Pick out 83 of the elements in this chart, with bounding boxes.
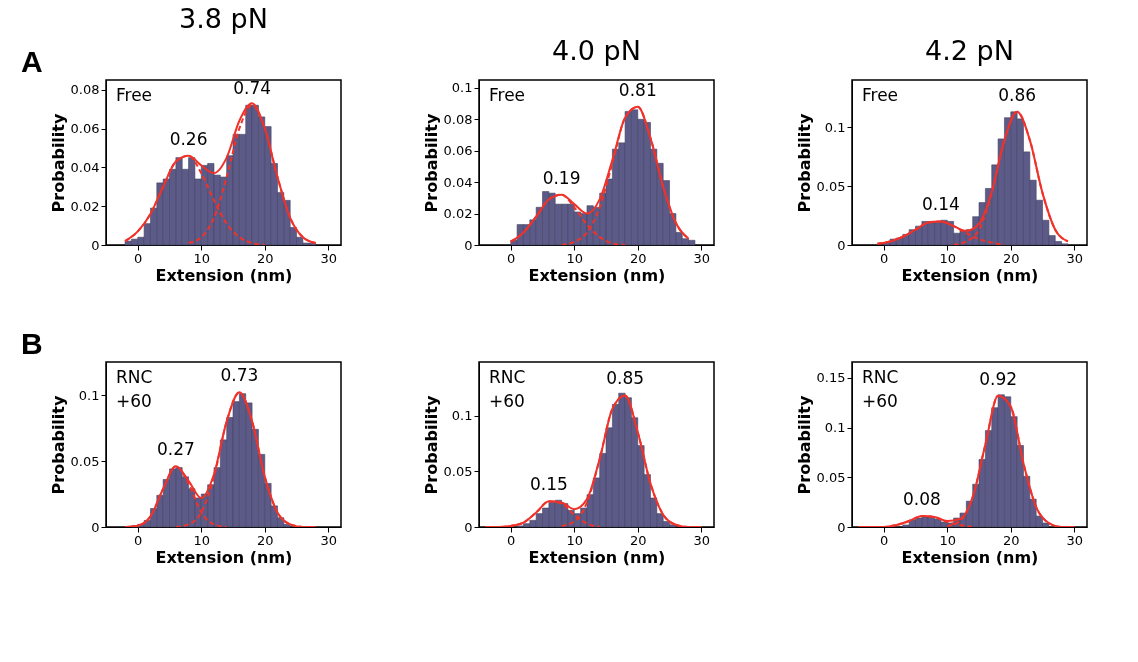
x-axis-title: Extension (nm) — [155, 547, 293, 567]
annotation: 0.14 — [921, 194, 960, 215]
text: B — [21, 327, 43, 360]
annotation: RNC +60 — [116, 367, 153, 411]
y-tick-label: 0.1 — [451, 408, 473, 424]
chart-title: 3.8 pN — [179, 3, 268, 34]
y-tick-label: 0.05 — [816, 178, 846, 194]
x-axis-title: Extension (nm) — [155, 265, 293, 285]
annotation: RNC +60 — [489, 367, 526, 411]
x-tick-label: 0 — [880, 532, 889, 548]
x-tick-label: 20 — [1003, 532, 1020, 548]
x-tick-label: 30 — [1066, 250, 1084, 266]
x-tick-label: 10 — [193, 250, 211, 266]
y-tick-label: 0.05 — [443, 463, 473, 479]
x-tick-label: 0 — [880, 250, 889, 266]
y-axis-title: Probability — [48, 395, 68, 495]
y-tick-label: 0.05 — [70, 453, 100, 469]
x-tick-label: 20 — [630, 532, 647, 548]
annotation: 0.27 — [156, 439, 195, 460]
annotation: 0.86 — [998, 84, 1037, 105]
annotation: 0.15 — [529, 474, 568, 495]
x-tick-label: 0 — [134, 250, 143, 266]
y-tick-label: 0.1 — [824, 119, 846, 135]
x-tick-label: 10 — [566, 532, 584, 548]
x-axis-title: Extension (nm) — [528, 547, 666, 567]
y-tick-label: 0.04 — [70, 159, 100, 175]
chart-title: 4.2 pN — [925, 35, 1014, 66]
text: A — [21, 45, 43, 78]
x-tick-label: 30 — [693, 532, 711, 548]
x-tick-label: 20 — [257, 250, 274, 266]
x-tick-label: 30 — [320, 250, 338, 266]
y-tick-label: 0.02 — [70, 198, 100, 214]
annotation: 0.73 — [220, 365, 259, 386]
x-tick-label: 20 — [630, 250, 647, 266]
x-tick-label: 20 — [1003, 250, 1020, 266]
y-tick-label: 0.1 — [824, 420, 846, 436]
y-tick-label: 0.06 — [70, 121, 100, 137]
annotation: 0.26 — [169, 128, 208, 149]
y-tick-label: 0 — [91, 519, 100, 535]
annotation: 0.92 — [979, 368, 1018, 389]
y-tick-label: 0.15 — [816, 370, 846, 386]
y-tick-label: 0.08 — [443, 111, 473, 127]
y-tick-label: 0 — [464, 519, 473, 535]
annotation: 0.08 — [902, 489, 941, 510]
y-tick-label: 0.1 — [78, 387, 100, 403]
y-tick-label: 0.02 — [443, 206, 473, 222]
x-tick-label: 0 — [507, 532, 516, 548]
x-tick-label: 20 — [257, 532, 274, 548]
chart-title: 4.0 pN — [552, 35, 641, 66]
x-axis-title: Extension (nm) — [528, 265, 666, 285]
x-tick-label: 30 — [693, 250, 711, 266]
x-tick-label: 10 — [939, 250, 957, 266]
x-tick-label: 0 — [507, 250, 516, 266]
annotation: Free — [116, 85, 153, 105]
y-tick-label: 0.05 — [816, 469, 846, 485]
x-tick-label: 10 — [566, 250, 584, 266]
y-tick-label: 0 — [91, 237, 100, 253]
y-tick-label: 0.1 — [451, 80, 473, 96]
annotation: 0.74 — [233, 78, 272, 99]
x-tick-label: 0 — [134, 532, 143, 548]
y-tick-label: 0.06 — [443, 143, 473, 159]
x-tick-label: 30 — [320, 532, 338, 548]
annotation: 0.85 — [606, 368, 645, 389]
x-tick-label: 10 — [939, 532, 957, 548]
annotation: 0.81 — [618, 79, 657, 100]
y-axis-title: Probability — [421, 113, 441, 213]
annotation: Free — [862, 85, 899, 105]
y-axis-title: Probability — [421, 395, 441, 495]
x-tick-label: 10 — [193, 532, 211, 548]
annotation: Free — [489, 85, 526, 105]
annotation: 0.19 — [542, 167, 581, 188]
y-tick-label: 0 — [464, 237, 473, 253]
y-axis-title: Probability — [48, 113, 68, 213]
y-axis-title: Probability — [794, 113, 814, 213]
y-tick-label: 0.04 — [443, 174, 473, 190]
annotation: RNC +60 — [862, 367, 899, 411]
x-axis-title: Extension (nm) — [901, 265, 1039, 285]
y-tick-label: 0 — [837, 519, 846, 535]
y-axis-title: Probability — [794, 395, 814, 495]
x-tick-label: 30 — [1066, 532, 1084, 548]
x-axis-title: Extension (nm) — [901, 547, 1039, 567]
y-tick-label: 0.08 — [70, 82, 100, 98]
y-tick-label: 0 — [837, 237, 846, 253]
